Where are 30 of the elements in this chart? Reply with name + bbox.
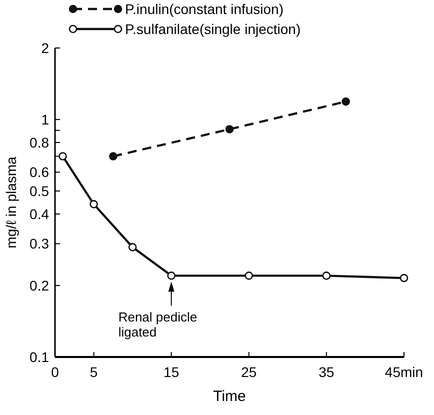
y-tick-label: 0.3: [30, 236, 50, 252]
y-axis-title: mg/ℓ in plasma: [3, 156, 19, 248]
x-tick-label: 25: [241, 364, 257, 380]
point: [342, 97, 350, 106]
point: [128, 243, 137, 252]
y-tick-label: 0.4: [30, 206, 50, 222]
legend-label: P.inulin(constant infusion): [125, 1, 284, 17]
y-tick-label: 0.1: [30, 349, 50, 365]
x-tick-label: 5: [90, 364, 98, 380]
x-tick-label: 35: [318, 364, 334, 380]
point: [322, 272, 331, 280]
y-tick-label: 0.2: [30, 278, 50, 294]
y-tick-label: 0.8: [30, 134, 50, 151]
y-tick-label: 1: [41, 111, 50, 128]
annotation: Renal pedicle ligated: [118, 310, 198, 340]
point: [225, 125, 234, 134]
point: [109, 152, 118, 160]
legend-label: P.sulfanilate(single injection): [125, 21, 301, 37]
point: [58, 152, 67, 160]
point: [90, 200, 98, 208]
y-tick-label: 0.5: [30, 182, 50, 199]
y-tick-label: 2: [41, 40, 50, 56]
y-tick-label: 0.6: [30, 164, 50, 180]
point: [244, 272, 254, 280]
point: [167, 272, 176, 280]
point: [400, 274, 408, 282]
x-tick-label: 15: [164, 364, 180, 380]
x-tick-label: 0: [51, 364, 60, 380]
x-axis-title: Time: [213, 388, 246, 405]
x-tick-label: 45min: [384, 364, 424, 380]
